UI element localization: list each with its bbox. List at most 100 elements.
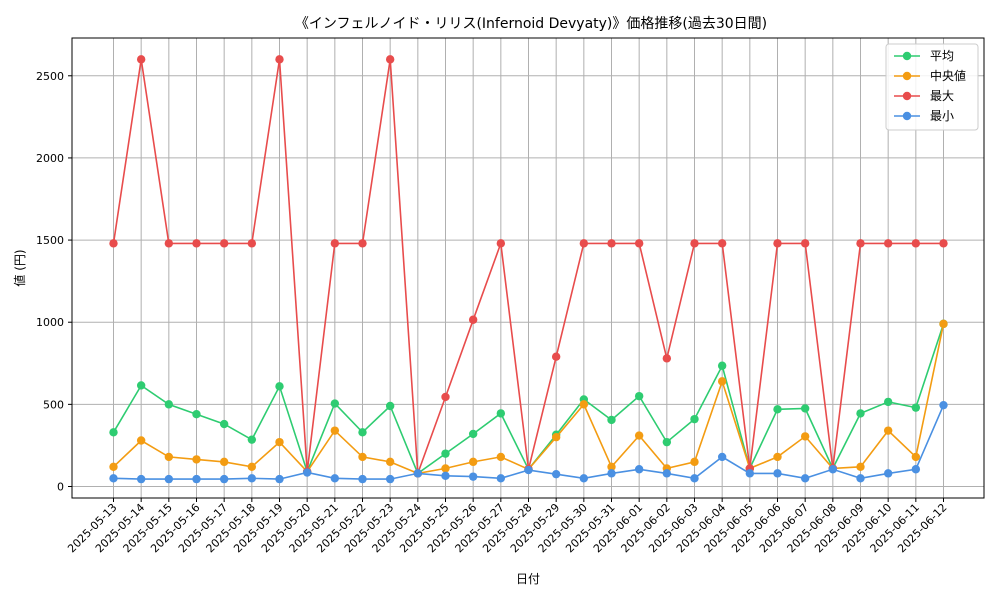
legend-marker	[902, 71, 912, 81]
x-axis-label: 日付	[516, 572, 540, 586]
y-tick-label: 0	[57, 481, 64, 494]
data-point	[385, 401, 395, 411]
y-tick-label: 1500	[36, 234, 64, 247]
data-point	[247, 474, 257, 483]
data-point	[109, 428, 118, 437]
data-point	[883, 239, 893, 248]
data-point	[662, 437, 672, 447]
data-point	[524, 465, 533, 475]
data-point	[468, 457, 478, 467]
data-point	[275, 474, 284, 484]
data-point	[883, 469, 893, 478]
data-point	[441, 471, 450, 481]
data-point	[551, 469, 561, 479]
data-point	[773, 469, 782, 478]
data-point	[109, 462, 118, 471]
data-point	[247, 462, 257, 471]
data-point	[579, 239, 589, 248]
data-point	[607, 239, 616, 248]
series-layer	[109, 55, 948, 484]
data-point	[136, 474, 146, 484]
data-point	[385, 457, 395, 467]
legend-label: 最小	[930, 109, 954, 123]
data-point	[192, 455, 201, 464]
data-point	[219, 419, 229, 429]
data-point	[247, 435, 257, 444]
data-point	[219, 457, 229, 467]
data-point	[109, 239, 118, 248]
data-point	[164, 400, 174, 409]
data-point	[358, 239, 367, 248]
legend-item: 中央値	[894, 68, 966, 83]
data-point	[911, 465, 921, 474]
data-point	[773, 405, 782, 414]
data-point	[468, 315, 478, 324]
y-tick-label: 500	[43, 398, 64, 411]
data-point	[856, 474, 865, 483]
data-point	[690, 239, 699, 248]
data-point	[717, 452, 727, 462]
y-axis: 0 500 1000 1500 2000 2500	[36, 70, 72, 494]
data-point	[192, 239, 201, 248]
data-point	[607, 469, 616, 478]
data-point	[717, 377, 727, 386]
data-point	[330, 399, 340, 408]
y-tick-label: 2500	[36, 70, 64, 83]
data-point	[496, 452, 506, 462]
data-point	[607, 415, 616, 425]
series-3	[109, 55, 948, 478]
data-point	[413, 469, 423, 478]
legend-label: 中央値	[930, 68, 966, 83]
data-point	[275, 437, 284, 447]
data-point	[634, 465, 644, 474]
data-point	[164, 452, 174, 462]
data-point	[690, 414, 699, 424]
y-axis-label: 値 (円)	[12, 249, 27, 286]
data-point	[800, 432, 810, 441]
data-point	[275, 382, 284, 391]
legend-label: 平均	[930, 49, 954, 63]
data-point	[773, 452, 782, 462]
data-point	[219, 474, 229, 484]
data-point	[800, 474, 810, 483]
data-point	[136, 55, 146, 64]
data-point	[385, 474, 395, 484]
legend-item: 最大	[894, 89, 954, 103]
data-point	[579, 400, 589, 409]
data-point	[192, 474, 201, 484]
y-tick-label: 1000	[36, 316, 64, 329]
data-point	[358, 428, 367, 437]
data-point	[717, 239, 727, 248]
data-point	[468, 429, 478, 439]
data-point	[634, 239, 644, 248]
data-point	[717, 361, 727, 370]
data-point	[939, 319, 948, 329]
data-point	[911, 239, 921, 248]
data-point	[662, 354, 672, 363]
data-point	[219, 239, 229, 248]
data-point	[468, 472, 478, 481]
data-point	[330, 426, 340, 435]
data-point	[939, 239, 948, 248]
x-axis: 2025-05-132025-05-142025-05-152025-05-16…	[65, 498, 950, 555]
data-point	[800, 404, 810, 413]
data-point	[358, 452, 367, 462]
data-point	[883, 426, 893, 435]
data-point	[634, 431, 644, 440]
data-point	[773, 239, 782, 248]
data-point	[358, 474, 367, 484]
data-point	[136, 381, 146, 390]
data-point	[551, 352, 561, 361]
legend-item: 最小	[894, 109, 954, 123]
series-4	[109, 400, 948, 484]
data-point	[164, 474, 174, 484]
legend-marker	[902, 111, 912, 121]
chart-title: 《インフェルノイド・リリス(Infernoid Devyaty)》価格推移(過去…	[295, 16, 767, 32]
data-point	[330, 474, 340, 483]
data-point	[330, 239, 340, 248]
data-point	[911, 403, 921, 412]
data-point	[856, 409, 865, 418]
data-point	[496, 239, 506, 248]
